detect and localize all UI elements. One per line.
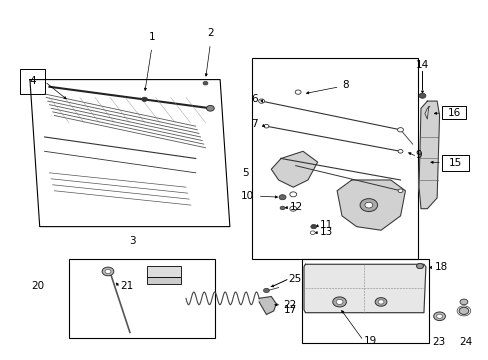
Circle shape [416,264,423,269]
Circle shape [332,297,346,307]
Polygon shape [418,101,439,209]
Text: 14: 14 [415,60,428,70]
Circle shape [377,300,383,304]
Circle shape [258,99,264,103]
Text: 22: 22 [283,300,296,310]
Bar [302,259,428,343]
Text: 6: 6 [250,94,257,104]
Bar [147,266,181,277]
Text: 10: 10 [241,191,254,201]
Text: 19: 19 [363,336,376,346]
Text: 15: 15 [447,158,461,168]
Circle shape [102,267,114,276]
Bar [69,259,215,338]
Text: 7: 7 [250,120,257,129]
Text: 9: 9 [414,150,421,160]
Circle shape [105,269,111,274]
Polygon shape [424,107,429,119]
Circle shape [418,93,425,98]
Text: 4: 4 [29,76,36,86]
Bar [441,155,468,171]
Text: 11: 11 [320,220,333,230]
Text: 3: 3 [129,236,135,246]
Polygon shape [304,264,425,313]
Circle shape [458,307,468,315]
Text: 24: 24 [459,337,472,347]
Circle shape [279,195,285,200]
Circle shape [374,298,386,306]
Polygon shape [271,151,317,187]
Text: 8: 8 [341,80,348,90]
Bar [251,58,417,259]
Text: 18: 18 [434,262,447,272]
Polygon shape [259,297,276,315]
Circle shape [364,202,372,208]
Circle shape [142,97,147,102]
Circle shape [203,81,207,85]
Bar [147,277,181,284]
Circle shape [289,192,296,197]
Text: 23: 23 [431,337,444,347]
Text: 13: 13 [320,227,333,237]
Circle shape [289,206,296,211]
Text: 20: 20 [31,281,44,291]
Text: 25: 25 [288,274,301,284]
Circle shape [263,288,269,293]
Bar [441,107,466,119]
Circle shape [206,105,214,111]
Circle shape [433,312,445,320]
Circle shape [397,149,402,153]
Text: 17: 17 [283,305,296,315]
Text: 16: 16 [447,108,460,118]
Circle shape [310,231,315,234]
Circle shape [310,225,316,229]
Text: 5: 5 [241,168,248,178]
Polygon shape [336,180,405,230]
Text: 12: 12 [289,202,303,212]
Bar [20,69,44,94]
Circle shape [264,125,268,128]
Text: 2: 2 [206,28,213,38]
Text: 1: 1 [148,32,155,41]
Circle shape [295,90,301,94]
Circle shape [436,314,442,319]
Circle shape [280,206,285,210]
Circle shape [397,189,402,193]
Circle shape [397,128,403,132]
Circle shape [335,300,342,305]
Text: 21: 21 [120,281,133,291]
Circle shape [459,299,467,305]
Circle shape [416,264,423,269]
Circle shape [359,199,377,212]
